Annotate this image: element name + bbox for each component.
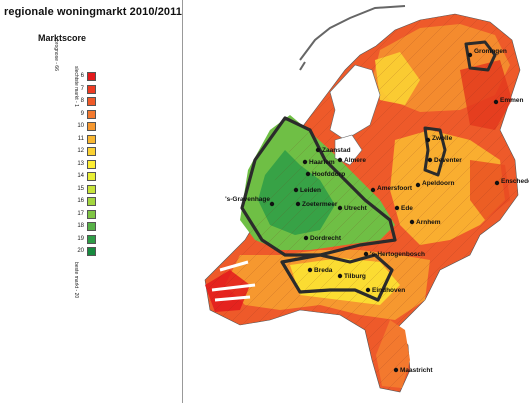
city-label: Utrecht bbox=[344, 205, 368, 212]
city-marker bbox=[302, 159, 308, 165]
zeeland-water bbox=[211, 260, 256, 302]
legend-swatch-15 bbox=[87, 184, 96, 194]
legend-tick-label: 13 bbox=[77, 160, 84, 167]
legend-tick-label: 7 bbox=[80, 85, 84, 92]
legend-tick-label: 14 bbox=[77, 173, 84, 179]
city-marker bbox=[467, 52, 473, 58]
legend-swatch-16 bbox=[87, 197, 96, 206]
city-label: Zaanstad bbox=[322, 147, 351, 154]
city-marker bbox=[307, 267, 313, 273]
ijsselmeer-water bbox=[329, 64, 381, 141]
randstad-outline bbox=[240, 116, 397, 257]
city-label: Hoofddorp bbox=[312, 171, 345, 178]
city-marker bbox=[425, 137, 431, 143]
city-label: Enschede bbox=[501, 178, 529, 185]
city-label: Zoetermeer bbox=[302, 201, 338, 208]
city-label: 's-Gravenhage bbox=[225, 196, 270, 203]
groningen-outline bbox=[464, 40, 497, 72]
city-marker bbox=[494, 180, 500, 186]
city-marker bbox=[337, 157, 343, 163]
city-marker bbox=[370, 187, 376, 193]
zwolle-outline bbox=[423, 126, 447, 177]
legend-tick-label: 18 bbox=[77, 223, 84, 229]
city-label: Almere bbox=[344, 157, 366, 164]
city-marker bbox=[427, 157, 433, 163]
city-label: Arnhem bbox=[416, 219, 441, 226]
legend-tick-label: 16 bbox=[77, 198, 84, 204]
legend-swatch-19 bbox=[87, 234, 96, 244]
map-texture bbox=[205, 14, 520, 392]
markermeer-water bbox=[334, 134, 363, 166]
legend-swatch-14 bbox=[87, 172, 96, 181]
map-frame bbox=[182, 0, 529, 403]
city-marker bbox=[315, 147, 321, 153]
city-label: Dordrecht bbox=[310, 235, 342, 242]
city-label: Emmen bbox=[500, 97, 524, 104]
brabant-outline bbox=[280, 253, 394, 302]
city-label: Deventer bbox=[434, 157, 462, 164]
city-label: Haarlem bbox=[309, 159, 335, 166]
legend-swatch-9 bbox=[87, 109, 96, 119]
legend-swatch-13 bbox=[87, 159, 96, 169]
city-marker bbox=[394, 205, 400, 211]
legend-swatch-11 bbox=[87, 134, 96, 144]
map-title: regionale woningmarkt 2010/2011 bbox=[4, 6, 182, 18]
legend-tick-label: 15 bbox=[77, 185, 84, 192]
legend: Marktscore prognose - 66 slechtste markt… bbox=[0, 0, 175, 403]
legend-tick-label: 19 bbox=[77, 235, 84, 242]
city-markers: Groningen Emmen Zwolle Enschede Deventer Apel… bbox=[225, 48, 529, 374]
city-label: Maastricht bbox=[400, 367, 433, 374]
city-marker bbox=[365, 287, 371, 293]
wadden-islands bbox=[299, 5, 406, 71]
city-marker bbox=[415, 182, 421, 188]
legend-swatch-12 bbox=[87, 147, 96, 156]
city-label: 's-Hertogenbosch bbox=[370, 251, 425, 258]
legend-swatch-8 bbox=[87, 97, 96, 106]
legend-tick-label: 9 bbox=[80, 110, 84, 117]
city-marker bbox=[305, 171, 311, 177]
legend-heading: Marktscore bbox=[38, 33, 87, 43]
legend-tick-label: 12 bbox=[77, 148, 84, 154]
city-marker bbox=[409, 219, 415, 225]
city-label: Breda bbox=[314, 267, 333, 274]
legend-tick-label: 8 bbox=[80, 98, 84, 104]
city-label: Zwolle bbox=[432, 135, 453, 142]
legend-swatch-10 bbox=[87, 122, 96, 131]
city-marker bbox=[337, 205, 343, 211]
city-marker bbox=[337, 273, 343, 279]
city-label: Groningen bbox=[474, 48, 507, 55]
city-marker bbox=[363, 251, 369, 257]
city-label: Ede bbox=[401, 205, 413, 212]
legend-tick-label: 11 bbox=[77, 135, 84, 142]
city-marker bbox=[269, 201, 275, 207]
legend-tick-label: 17 bbox=[77, 210, 84, 217]
legend-swatch-6 bbox=[87, 72, 96, 81]
legend-swatch-17 bbox=[87, 209, 96, 219]
legend-swatch-20 bbox=[87, 247, 96, 256]
legend-tick-label: 6 bbox=[80, 73, 84, 79]
city-marker bbox=[293, 187, 299, 193]
city-label: Leiden bbox=[300, 187, 321, 194]
city-marker bbox=[295, 201, 301, 207]
city-marker bbox=[493, 99, 499, 105]
city-label: Eindhoven bbox=[372, 287, 405, 294]
legend-tick-label: 10 bbox=[77, 123, 84, 129]
legend-tick-label: 20 bbox=[77, 248, 84, 254]
legend-swatch-18 bbox=[87, 222, 96, 231]
city-marker bbox=[393, 367, 399, 373]
city-label: Apeldoorn bbox=[422, 180, 455, 187]
city-marker bbox=[303, 235, 309, 241]
legend-swatch-7 bbox=[87, 84, 96, 94]
city-label: Tilburg bbox=[344, 273, 366, 280]
city-label: Amersfoort bbox=[377, 185, 413, 192]
